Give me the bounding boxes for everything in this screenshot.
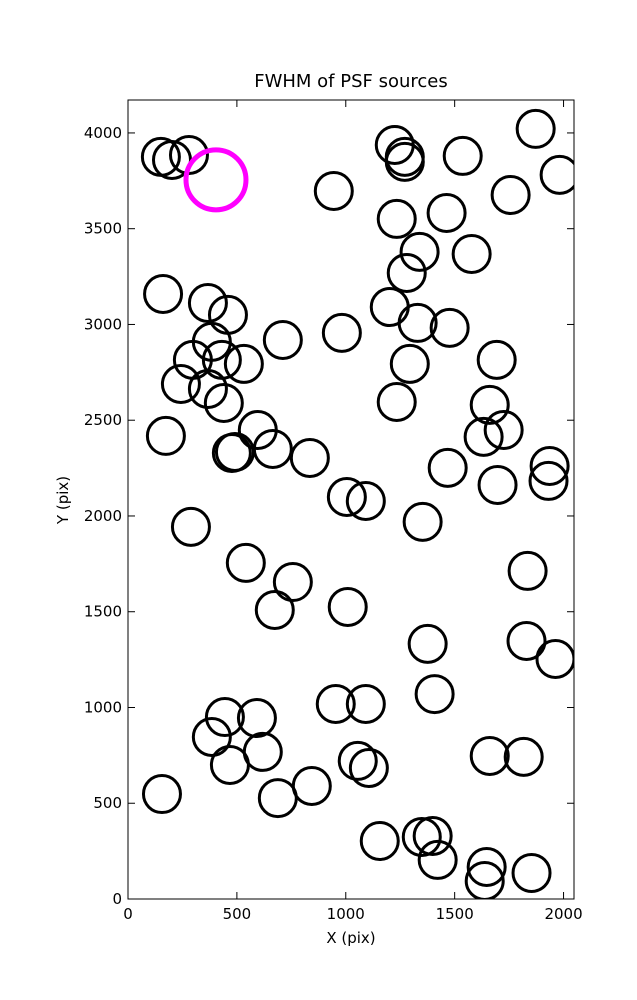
x-tick-label: 1500 — [436, 905, 474, 923]
point — [389, 343, 430, 384]
point — [515, 108, 556, 149]
point — [427, 447, 468, 488]
point — [442, 135, 483, 176]
point — [429, 307, 470, 348]
point — [313, 170, 354, 211]
y-tick-label: 2000 — [84, 507, 122, 525]
x-tick-label: 500 — [223, 905, 252, 923]
x-tick-label: 0 — [123, 905, 133, 923]
point — [223, 343, 264, 384]
point — [183, 147, 249, 213]
point — [207, 294, 248, 335]
point — [315, 684, 356, 725]
point — [337, 740, 378, 781]
y-tick-label: 1500 — [84, 603, 122, 621]
point — [321, 312, 362, 353]
point — [289, 437, 330, 478]
point — [252, 428, 293, 469]
y-tick-label: 2500 — [84, 411, 122, 429]
y-tick-label: 1000 — [84, 698, 122, 716]
point — [326, 477, 367, 518]
point — [397, 302, 438, 343]
point — [503, 736, 544, 777]
point — [225, 542, 266, 583]
point — [345, 684, 386, 725]
point — [214, 432, 255, 473]
point — [143, 274, 184, 315]
point — [160, 364, 201, 405]
chart-title: FWHM of PSF sources — [254, 71, 448, 92]
y-tick-label: 500 — [93, 794, 122, 812]
point — [257, 778, 298, 819]
point — [507, 550, 548, 591]
point — [539, 154, 574, 195]
point — [291, 766, 332, 807]
point — [204, 697, 245, 738]
point — [535, 639, 574, 680]
point — [414, 674, 455, 715]
x-axis-label: X (pix) — [326, 929, 375, 947]
point — [386, 252, 427, 293]
point — [369, 287, 410, 328]
point — [376, 198, 417, 239]
point — [236, 698, 277, 739]
y-tick-label: 0 — [112, 890, 122, 908]
point — [402, 501, 443, 542]
y-tick-label: 3500 — [84, 220, 122, 238]
y-tick-label: 4000 — [84, 124, 122, 142]
point — [187, 368, 228, 409]
point — [483, 409, 524, 450]
point — [407, 623, 448, 664]
point — [187, 283, 228, 324]
point — [272, 562, 313, 603]
point — [477, 464, 518, 505]
point — [426, 192, 467, 233]
point — [469, 384, 510, 425]
x-tick-label: 1000 — [327, 905, 365, 923]
point — [209, 744, 250, 785]
point — [376, 382, 417, 423]
point — [401, 816, 442, 857]
point — [529, 445, 570, 486]
point — [262, 319, 303, 360]
point — [511, 852, 552, 893]
point — [203, 382, 244, 423]
point — [359, 820, 400, 861]
point — [399, 231, 440, 272]
point — [170, 506, 211, 547]
point — [348, 748, 389, 789]
x-tick-label: 2000 — [544, 905, 582, 923]
point — [506, 621, 547, 662]
point — [254, 590, 295, 631]
point — [417, 839, 458, 880]
point — [464, 861, 505, 899]
point — [141, 774, 182, 815]
point — [384, 141, 425, 182]
point — [466, 847, 507, 888]
y-tick-label: 3000 — [84, 315, 122, 333]
point — [191, 716, 232, 757]
point — [490, 174, 531, 215]
point — [145, 415, 186, 456]
point — [451, 233, 492, 274]
plot-area — [140, 108, 574, 899]
point — [476, 339, 517, 380]
point — [327, 586, 368, 627]
point — [528, 460, 569, 501]
y-axis-label: Y (pix) — [54, 476, 72, 525]
point — [463, 416, 504, 457]
point — [345, 481, 386, 522]
point — [469, 735, 510, 776]
point — [412, 815, 453, 856]
plot-frame — [127, 99, 575, 900]
